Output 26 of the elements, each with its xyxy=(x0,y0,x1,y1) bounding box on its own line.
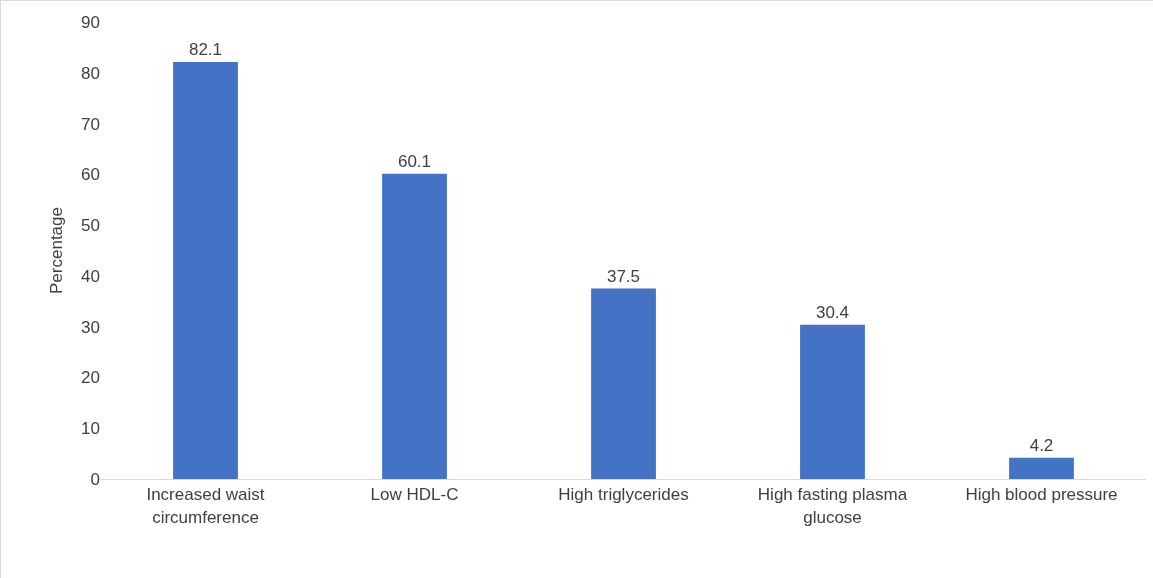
bar xyxy=(173,62,238,479)
x-tick-label: High fasting plasma glucose xyxy=(757,485,908,527)
y-tick-label: 60 xyxy=(81,165,100,185)
y-tick-label: 80 xyxy=(81,63,100,83)
data-label: 30.4 xyxy=(815,302,850,322)
y-tick-label: 70 xyxy=(81,114,100,134)
data-label: 60.1 xyxy=(397,151,432,171)
y-tick-label: 0 xyxy=(90,469,100,489)
x-tick-label: Low HDL-C xyxy=(370,485,459,505)
x-tick-label: Increased waist circumference xyxy=(146,485,265,527)
y-tick-label: 90 xyxy=(81,12,100,32)
y-tick-label: 40 xyxy=(81,266,100,286)
bar xyxy=(1009,457,1074,479)
bar xyxy=(800,324,865,479)
bar xyxy=(382,173,447,479)
y-axis-title: Percentage xyxy=(46,207,66,294)
x-tick-label: High triglycerides xyxy=(558,485,689,505)
data-label: 37.5 xyxy=(606,266,641,286)
bar xyxy=(591,288,656,479)
y-tick-label: 50 xyxy=(81,216,100,236)
y-tick-label: 20 xyxy=(81,368,100,388)
x-tick-label: High blood pressure xyxy=(965,485,1118,505)
data-label: 82.1 xyxy=(188,40,223,60)
y-tick-label: 10 xyxy=(81,419,100,439)
y-tick-label: 30 xyxy=(81,317,100,337)
data-label: 4.2 xyxy=(1029,435,1054,455)
